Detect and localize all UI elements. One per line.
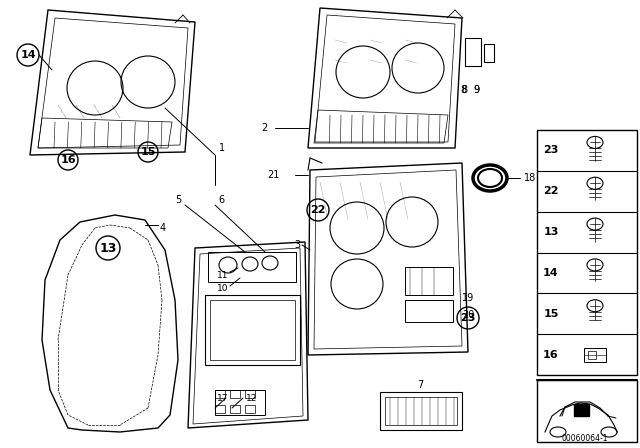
Bar (385, 397, 457, 425)
Text: 14: 14 (20, 50, 36, 60)
Text: 6: 6 (218, 195, 224, 205)
Text: 23: 23 (543, 146, 559, 155)
Text: 13: 13 (99, 241, 116, 254)
Bar (208, 252, 296, 282)
Text: 20: 20 (462, 310, 474, 320)
Bar (380, 392, 462, 430)
Bar (405, 300, 453, 322)
Text: 00060064-1: 00060064-1 (562, 434, 608, 443)
Text: 16: 16 (60, 155, 76, 165)
Text: 8: 8 (461, 85, 467, 95)
Text: 3: 3 (294, 240, 300, 250)
Text: 16: 16 (543, 349, 559, 360)
Bar (537, 130, 637, 375)
Bar (210, 300, 295, 360)
Text: 9: 9 (473, 85, 479, 95)
Bar (215, 390, 265, 415)
Text: 15: 15 (543, 309, 559, 319)
Text: 15: 15 (140, 147, 156, 157)
Bar (215, 405, 225, 413)
Bar (484, 44, 494, 62)
Bar (245, 390, 255, 398)
Bar (574, 404, 589, 416)
Text: 17: 17 (216, 393, 228, 402)
Text: 19: 19 (462, 293, 474, 303)
Text: 22: 22 (310, 205, 326, 215)
Text: 4: 4 (160, 223, 166, 233)
Text: 23: 23 (460, 313, 476, 323)
Text: 8: 8 (460, 85, 466, 95)
Bar (230, 405, 240, 413)
Bar (230, 390, 240, 398)
Text: 14: 14 (543, 268, 559, 278)
Bar (465, 38, 481, 66)
Text: 9: 9 (473, 85, 479, 95)
Bar (588, 351, 596, 358)
Text: 13: 13 (543, 227, 559, 237)
Bar (405, 267, 453, 295)
Text: 12: 12 (246, 393, 257, 402)
Bar (205, 295, 300, 365)
Bar (245, 405, 255, 413)
Bar (584, 348, 606, 362)
Text: 1: 1 (219, 143, 225, 153)
Text: 2: 2 (262, 123, 268, 133)
Text: 21: 21 (268, 170, 280, 180)
Text: 18: 18 (524, 173, 536, 183)
Text: 7: 7 (417, 380, 423, 390)
Text: 5: 5 (175, 195, 181, 205)
Text: 11: 11 (216, 271, 228, 280)
Bar (215, 390, 225, 398)
Text: 10: 10 (216, 284, 228, 293)
Text: 22: 22 (543, 186, 559, 196)
Bar (537, 380, 637, 442)
